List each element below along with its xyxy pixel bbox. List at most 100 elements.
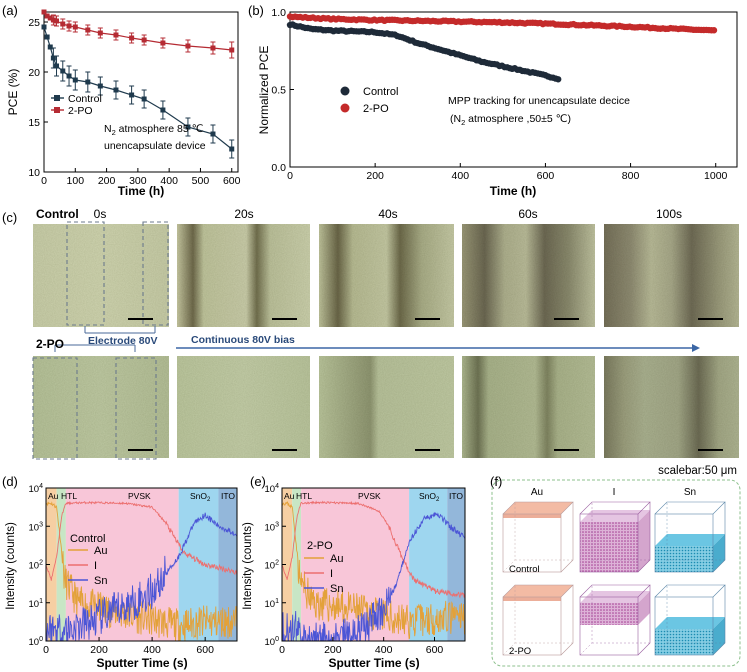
row-label-2po: 2-PO (36, 337, 64, 351)
chart-a-point-2po (41, 9, 47, 15)
chart-e-layer-labels: Au HTL PVSK SnO2 ITO (284, 491, 463, 503)
chart-d-xtick-label: 0 (43, 644, 49, 656)
panel-label-e: (e) (250, 474, 266, 489)
chart-d-layer-ito: ITO (221, 491, 235, 501)
chart-b-legend: Control 2-PO (340, 86, 398, 115)
chart-a-legend: Control 2-PO (51, 93, 102, 117)
cube-au-control (502, 501, 574, 573)
bias-label: Continuous 80V bias (191, 334, 295, 346)
chart-e-layer-sno2: SnO2 (419, 491, 440, 503)
micrograph-control-0s (33, 224, 169, 327)
micrograph-2po-20s (177, 356, 310, 458)
micrograph-2po-100s (604, 356, 739, 458)
chart-a-point-control (60, 68, 66, 74)
chart-d-legend-sn: Sn (94, 575, 107, 587)
chart-d-line-i (45, 500, 238, 581)
panel-label-f: (f) (490, 474, 502, 489)
chart-a-point-2po (97, 30, 103, 36)
chart-a-point-2po (47, 15, 53, 21)
bias-arrow-head (692, 344, 700, 352)
chart-a-xtick-label: 500 (192, 175, 210, 187)
chart-a-point-control (47, 44, 53, 50)
chart-d-xtick-label: 400 (143, 644, 161, 656)
chart-e-layer-band (292, 488, 302, 641)
chart-d-layer-pvsk: PVSK (128, 491, 151, 501)
panel-f-border (491, 479, 741, 667)
chart-b-point-2po (710, 27, 718, 34)
chart-a-point-control (129, 92, 135, 98)
chart-a-point-2po (44, 13, 50, 19)
chart-a-frame (43, 11, 239, 173)
chart-a-xtick-label: 100 (67, 175, 85, 187)
chart-e-layer-band (282, 488, 293, 641)
chart-d-legend-au: Au (94, 545, 107, 557)
chart-e-legend-au: Au (330, 553, 343, 565)
chart-a-point-2po (141, 37, 147, 43)
chart-a-point-2po (72, 24, 78, 30)
panel-f-3d-maps: Au I Sn Control 2-PO (491, 479, 741, 667)
chart-b-xtick-label: 0 (287, 170, 293, 182)
micrograph-control-100s (604, 224, 739, 327)
chart-d-sample-label: Control (70, 533, 105, 545)
chart-a-point-2po (229, 47, 235, 53)
chart-b-frame (289, 11, 738, 168)
chart-a-annotation-2: unencapsulate device (104, 140, 206, 152)
chart-b-xlabel: Time (h) (490, 184, 536, 198)
chart-e-layer-htl: HTL (296, 491, 312, 501)
cube-au-2po (502, 584, 574, 656)
chart-a-line-2po (43, 11, 232, 51)
panel-label-d: (d) (2, 474, 18, 489)
chart-b-ytick-label: 0.5 (271, 85, 286, 97)
chart-d-layer-au: Au (48, 491, 59, 501)
chart-e-xlabel: Sputter Time (s) (328, 656, 419, 670)
chart-b-annotation-1: MPP tracking for unencapsulate decice (448, 95, 630, 107)
chart-d-ylabel: Intensity (counts) (5, 522, 17, 610)
chart-d-layer-band (56, 488, 66, 641)
cube-sn-control (654, 501, 726, 573)
chart-a-point-control (50, 55, 56, 61)
chart-d-ytick-label: 103 (29, 521, 44, 533)
cube-i-2po (579, 584, 651, 656)
chart-b-annotation-2: (N2 atmosphere ,50±5 ℃) (450, 113, 571, 127)
chart-d-layer-band (218, 488, 237, 641)
chart-b-xtick-label: 800 (622, 170, 640, 182)
chart-a-legend-control: Control (68, 93, 102, 105)
chart-b-xtick-label: 1000 (704, 170, 728, 182)
chart-b-ylabel: Normalized PCE (257, 46, 271, 135)
chart-e-layer-band (301, 488, 410, 641)
time-label-60s: 60s (518, 207, 537, 221)
electrode-box-2po-left (32, 357, 78, 460)
panel-f-row-control: Control (509, 564, 540, 575)
panel-f-col-sn: Sn (684, 487, 696, 498)
chart-a-point-control (185, 124, 191, 130)
row-label-control: Control (36, 207, 79, 221)
chart-a-point-2po (185, 43, 191, 49)
panel-f-col-au: Au (531, 487, 543, 498)
chart-b-xtick-label: 600 (537, 170, 555, 182)
chart-a-point-control (113, 87, 119, 93)
chart-e-layer-pvsk: PVSK (358, 491, 381, 501)
chart-b: 0 200 400 600 800 1000 0.0 0.5 1.0 Normalized PC… (257, 7, 738, 198)
electrode-label: Electrode 80V (88, 335, 157, 347)
panel-f-row-2po: 2-PO (509, 646, 531, 657)
chart-e-xtick-label: 0 (279, 644, 285, 656)
chart-a-point-2po (85, 27, 91, 33)
chart-b-xtick-label: 200 (366, 170, 384, 182)
chart-e-legend: 2-PO Au I Sn (304, 540, 343, 595)
chart-e-ytick-label: 104 (265, 483, 280, 495)
chart-e-line-au (281, 501, 466, 640)
chart-e-legend-sn: Sn (330, 583, 343, 595)
chart-a-xtick-label: 200 (98, 175, 116, 187)
chart-e-layer-au: Au (284, 491, 295, 501)
chart-a-point-control (141, 96, 147, 102)
chart-a-annotation-1: N2 atmosphere 85 ℃ (104, 123, 203, 137)
micrograph-2po-0s (33, 356, 169, 458)
chart-d-layer-sno2: SnO2 (190, 491, 211, 503)
chart-e: 0 200 400 600 100 101 102 103 104 Intensity (cou… (242, 483, 466, 670)
chart-a-xtick-label: 0 (41, 175, 47, 187)
chart-d-line-au (45, 501, 238, 642)
chart-a-point-control (41, 24, 47, 30)
time-label-20s: 20s (234, 207, 253, 221)
chart-a-point-control (54, 63, 60, 69)
